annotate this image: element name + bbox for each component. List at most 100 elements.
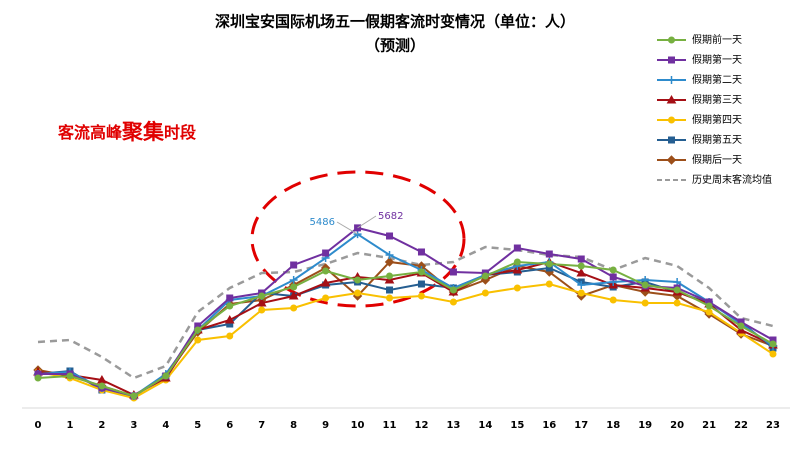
x-tick-label: 22 [734,420,748,431]
marker [673,286,681,294]
marker [545,250,553,258]
line [38,226,774,398]
legend-label: 假期第二天 [692,73,742,86]
marker [513,244,521,252]
marker [34,374,42,382]
x-tick-label: 14 [478,420,492,431]
marker [320,278,331,287]
marker [545,280,553,288]
line [37,260,774,398]
marker [576,268,587,277]
marker [577,281,586,289]
marker [705,302,713,310]
legend-label: 假期第四天 [692,113,742,126]
legend-label: 假期前一天 [692,33,742,46]
marker [386,232,394,240]
legend-marker [666,155,677,165]
marker [417,268,425,276]
x-tick-label: 4 [162,420,169,431]
legend-marker [668,56,675,64]
marker [386,286,394,294]
x-tick-label: 9 [322,420,329,431]
data-label: 5682 [378,211,403,222]
marker [736,324,746,334]
x-tick-label: 19 [638,420,652,431]
x-tick-label: 15 [510,420,524,431]
x-tick-label: 2 [98,420,105,431]
marker [609,273,617,281]
x-tick-label: 5 [194,420,201,431]
marker [449,268,457,276]
annotation: 客流高峰聚集时段 [58,120,197,144]
legend-label: 历史周末客流均值 [692,173,772,186]
marker [481,289,489,297]
marker [224,314,235,324]
x-tick-label: 20 [670,420,684,431]
marker [609,296,617,304]
legend-marker [667,76,676,84]
x-tick-label: 10 [351,420,365,431]
marker [449,286,457,294]
line [37,232,774,398]
marker [545,260,553,268]
marker [290,261,298,269]
marker [386,272,394,280]
x-tick-label: 11 [383,420,397,431]
legend-label: 假期第三天 [692,93,742,106]
legend-marker [668,136,675,144]
x-tick-label: 6 [226,420,233,431]
x-tick-label: 7 [258,420,265,431]
marker [354,289,362,297]
x-tick-label: 1 [66,420,73,431]
marker [769,350,777,358]
chart-title: 深圳宝安国际机场五一假期客流时变情况（单位：人） [215,13,575,31]
x-tick-label: 8 [290,420,297,431]
marker [354,276,362,284]
highlight-ellipse [250,170,466,308]
marker [641,299,649,307]
marker [226,332,234,340]
marker [705,308,713,316]
marker [386,294,394,302]
marker [769,340,777,348]
x-tick-label: 21 [702,420,716,431]
label-leader [336,221,358,235]
marker [226,302,234,310]
marker [290,283,298,291]
marker [322,267,330,275]
legend-marker [668,36,675,44]
marker [417,292,425,300]
marker [513,258,521,266]
marker [130,392,138,400]
x-tick-label: 13 [446,420,460,431]
line [37,282,774,400]
marker [258,306,266,314]
marker [385,251,394,259]
x-tick-label: 16 [542,420,556,431]
marker [577,255,585,263]
legend-label: 假期第五天 [692,133,742,146]
marker [384,274,395,284]
marker [322,294,330,302]
marker [384,257,395,267]
marker [417,248,425,256]
x-tick-label: 0 [35,420,42,431]
x-tick-label: 23 [766,420,780,431]
marker [641,281,649,289]
x-tick-label: 3 [130,420,137,431]
marker [290,304,298,312]
marker [256,298,267,307]
legend-marker [668,116,675,124]
marker [737,322,745,330]
line [37,260,774,397]
marker [288,290,299,300]
marker [98,382,106,390]
marker [194,326,202,334]
marker [162,372,170,380]
legend-label: 假期第一天 [692,53,742,66]
marker [449,298,457,306]
marker [577,262,585,270]
marker [673,299,681,307]
marker [513,284,521,292]
line [37,245,774,380]
